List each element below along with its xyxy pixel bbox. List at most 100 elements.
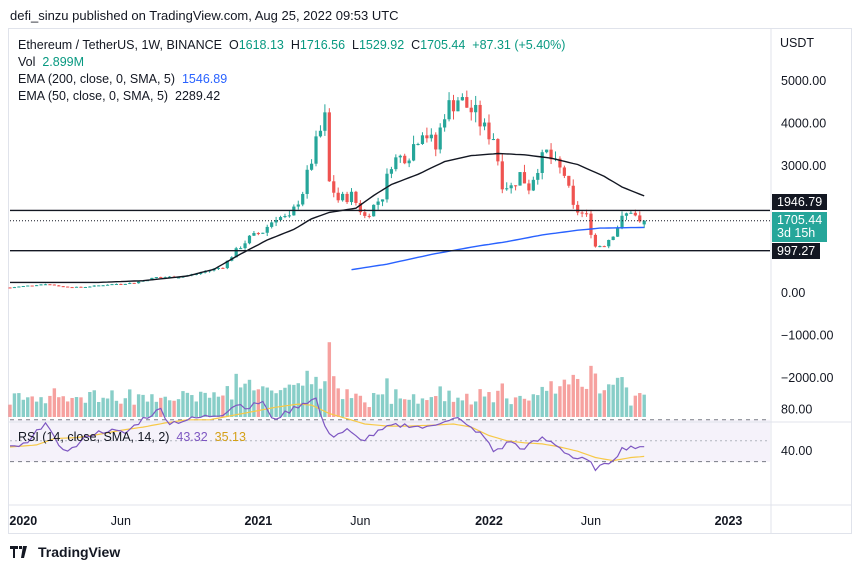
volume-bar [505, 398, 509, 417]
candle-body [39, 284, 43, 286]
ema200-label[interactable]: EMA (200, close, 0, SMA, 5) [18, 72, 176, 86]
candle-body [429, 134, 433, 139]
volume-bar [478, 389, 482, 417]
ohlc-legend: Ethereum / TetherUS, 1W, BINANCE O1618.1… [18, 38, 565, 52]
candle-body [398, 155, 402, 158]
time-tick-label: 2020 [9, 514, 37, 528]
volume-bar [589, 365, 593, 417]
volume-bar [190, 395, 194, 417]
volume-bar [110, 390, 114, 417]
candle-body [376, 201, 380, 205]
volume-bar [429, 397, 434, 417]
candle-body [469, 107, 473, 113]
candle-body [403, 155, 407, 164]
candle-body [301, 193, 305, 205]
publisher-credit: defi_sinzu published on TradingView.com,… [10, 8, 399, 23]
candle-body [474, 104, 478, 113]
candlesticks [8, 90, 646, 289]
candle-body [500, 161, 504, 190]
volume-bar [52, 388, 57, 417]
volume-bar [296, 383, 300, 417]
candle-body [57, 285, 61, 287]
volume-bar [394, 389, 398, 417]
volume-bar [265, 387, 269, 417]
candle-body [21, 286, 25, 288]
candle-body [394, 157, 398, 170]
volume-bar [527, 400, 531, 417]
candle-body [159, 277, 163, 279]
ema200-line [351, 226, 645, 271]
volume-bar [438, 386, 442, 417]
volume-bar [287, 384, 292, 417]
candle-body [420, 135, 425, 144]
candle-body [451, 100, 456, 112]
rsi-label[interactable]: RSI (14, close, SMA, 14, 2) [18, 430, 170, 444]
volume-bar [141, 394, 145, 417]
rsi-value: 43.32 [176, 430, 208, 444]
price-tick-label: −1000.00 [781, 328, 834, 342]
candle-body [598, 246, 602, 248]
volume-bar [97, 401, 101, 417]
low-label: L [352, 38, 359, 52]
candle-body [252, 233, 256, 236]
volume-bar [221, 395, 225, 417]
time-axis: 2020 Jun 2021 Jun 2022 Jun 2023 [9, 514, 742, 528]
candle-body [88, 286, 92, 288]
rsi-ma-value: 35.13 [214, 430, 246, 444]
volume-bar [358, 395, 363, 417]
candle-body [123, 283, 127, 285]
volume-bar [159, 397, 163, 417]
rsi-line [10, 397, 645, 472]
volume-bar [615, 377, 620, 417]
candle-body [589, 213, 593, 235]
candle-body [216, 267, 221, 269]
volume-bar [633, 395, 638, 417]
candle-body [12, 287, 17, 289]
volume-label[interactable]: Vol [18, 55, 36, 69]
candle-body [389, 169, 394, 174]
candle-body [323, 112, 327, 131]
volume-bar [513, 397, 518, 417]
rsi-tick-label: 40.00 [781, 444, 812, 458]
time-tick-label: Jun [350, 514, 370, 528]
volume-bar [434, 396, 438, 417]
volume-bar [292, 384, 296, 417]
volume-bar [181, 391, 185, 417]
volume-bar [247, 379, 252, 417]
candle-body [150, 277, 154, 281]
volume-bar [8, 404, 12, 417]
volume-value: 2.899M [42, 55, 85, 69]
volume-bar [212, 392, 216, 417]
candle-body [545, 149, 549, 153]
tradingview-logo[interactable]: TradingView [10, 544, 120, 560]
ema50-label[interactable]: EMA (50, close, 0, SMA, 5) [18, 89, 169, 103]
candle-body [580, 212, 584, 214]
volume-bar [562, 379, 567, 417]
volume-bar [185, 392, 190, 417]
volume-bar [74, 397, 79, 417]
resistance-price-tag: 1946.79 [772, 194, 828, 210]
volume-bar [43, 403, 48, 417]
volume-bar [145, 401, 150, 417]
volume-bar [336, 388, 340, 417]
volume-bar [79, 397, 83, 417]
candle-body [234, 248, 238, 258]
candle-body [540, 152, 544, 173]
volume-bar [367, 407, 371, 417]
ema50-legend: EMA (50, close, 0, SMA, 5) 2289.42 [18, 89, 220, 103]
symbol-title[interactable]: Ethereum / TetherUS, 1W, BINANCE [18, 38, 223, 52]
low-value: 1529.92 [358, 38, 405, 52]
volume-bar [420, 398, 425, 417]
candle-body [332, 181, 336, 193]
volume-bar [642, 394, 646, 417]
candle-body [296, 204, 300, 207]
candle-body [465, 97, 469, 108]
volume-bar [225, 386, 230, 417]
candle-body [620, 215, 624, 228]
time-tick-label: Jun [111, 514, 131, 528]
volume-bar [167, 400, 172, 417]
candle-body [243, 243, 247, 249]
candle-body [74, 286, 79, 288]
candle-body [35, 285, 39, 287]
